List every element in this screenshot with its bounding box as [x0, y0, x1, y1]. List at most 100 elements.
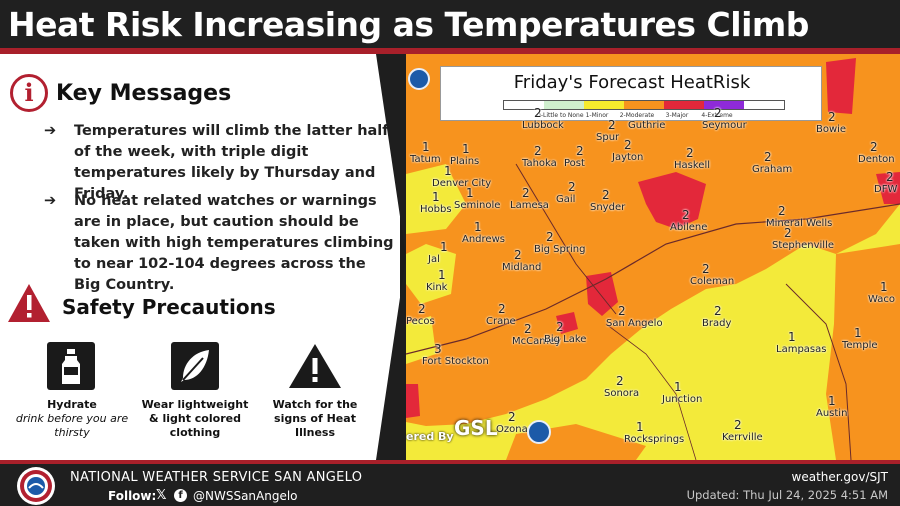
- city-heatrisk-value: 2: [616, 374, 624, 388]
- legend-swatch: [704, 101, 744, 109]
- city-label: Graham: [752, 164, 793, 175]
- city-heatrisk-value: 2: [556, 320, 564, 334]
- city-heatrisk-value: 2: [714, 106, 722, 120]
- clothing-title: Wear lightweight & light colored clothin…: [141, 398, 249, 439]
- city-label: Andrews: [462, 234, 505, 245]
- city-label: Spur: [596, 132, 620, 143]
- arrow-right-icon: ➔: [44, 123, 57, 139]
- city-label: Jayton: [612, 152, 644, 163]
- city-heatrisk-value: 1: [674, 380, 682, 394]
- legend-labels: 0-Little to None 1-Minor 2-Moderate 3-Ma…: [497, 112, 737, 119]
- city-heatrisk-value: 2: [568, 180, 576, 194]
- nws-logo-icon: [17, 467, 55, 505]
- city-heatrisk-value: 2: [714, 304, 722, 318]
- credit-prefix: ered By: [406, 430, 454, 443]
- city-label: Lampasas: [776, 344, 827, 355]
- safety-precautions-title: Safety Precautions: [62, 295, 276, 319]
- city-heatrisk-value: 2: [778, 204, 786, 218]
- clothing-caption: Wear lightweight & light colored clothin…: [135, 398, 255, 440]
- city-heatrisk-value: 1: [466, 186, 474, 200]
- follow-label: Follow:: [108, 489, 157, 503]
- info-icon: i: [10, 74, 48, 112]
- city-heatrisk-value: 1: [636, 420, 644, 434]
- city-label: Coleman: [690, 276, 735, 287]
- city-label: Seymour: [702, 120, 747, 131]
- header-divider: [0, 48, 900, 54]
- city-heatrisk-value: 2: [764, 150, 772, 164]
- social-handle[interactable]: @NWSSanAngelo: [193, 489, 298, 503]
- city-heatrisk-value: 2: [608, 118, 616, 132]
- key-message-1: ➔ Temperatures will climb the latter hal…: [44, 121, 394, 205]
- hydrate-caption: Hydrate drink before you are thirsty: [12, 398, 132, 440]
- city-label: Post: [564, 158, 585, 169]
- city-heatrisk-value: 2: [498, 302, 506, 316]
- city-heatrisk-value: 2: [702, 262, 710, 276]
- city-label: Big Spring: [534, 244, 586, 255]
- city-heatrisk-value: 2: [828, 110, 836, 124]
- gsl-logo: GSL: [454, 416, 498, 440]
- city-heatrisk-value: 1: [788, 330, 796, 344]
- key-messages-panel: [0, 54, 400, 460]
- x-icon[interactable]: 𝕏: [156, 488, 167, 503]
- hydrate-title: Hydrate: [47, 398, 97, 411]
- city-label: Gail: [556, 194, 576, 205]
- key-message-text: No heat related watches or warnings are …: [74, 193, 394, 293]
- city-label: Junction: [662, 394, 703, 405]
- city-label: Denton: [858, 154, 895, 165]
- legend-label: 1-Minor: [585, 112, 609, 119]
- city-heatrisk-value: 2: [886, 170, 894, 184]
- city-heatrisk-value: 2: [534, 144, 542, 158]
- city-label: Rocksprings: [624, 434, 685, 445]
- header-bar: Heat Risk Increasing as Temperatures Cli…: [0, 0, 900, 48]
- city-label: Fort Stockton: [422, 356, 489, 367]
- legend-label: 3-Major: [665, 112, 689, 119]
- city-label: Ozona: [496, 424, 528, 435]
- city-label: Seminole: [454, 200, 501, 211]
- city-heatrisk-value: 3: [434, 342, 442, 356]
- city-heatrisk-value: 2: [618, 304, 626, 318]
- city-heatrisk-value: 2: [624, 138, 632, 152]
- facebook-icon[interactable]: f: [174, 489, 187, 502]
- city-heatrisk-value: 2: [682, 208, 690, 222]
- heat-illness-title: Watch for the signs of Heat Illness: [272, 398, 358, 439]
- legend-swatch: [624, 101, 664, 109]
- key-message-2: ➔ No heat related watches or warnings ar…: [44, 191, 394, 296]
- heat-illness-caption: Watch for the signs of Heat Illness: [255, 398, 375, 440]
- city-label: Haskell: [674, 160, 711, 171]
- city-label: Jal: [428, 254, 440, 265]
- warning-sign-icon: [289, 344, 341, 388]
- key-messages-title: Key Messages: [56, 81, 232, 106]
- city-heatrisk-value: 2: [508, 410, 516, 424]
- city-label: San Angelo: [606, 318, 663, 329]
- noaa-logo-icon: [527, 420, 551, 444]
- city-heatrisk-value: 1: [422, 140, 430, 154]
- legend-swatches: [503, 100, 785, 110]
- city-label: Pecos: [406, 316, 435, 327]
- city-heatrisk-value: 2: [546, 230, 554, 244]
- city-label: Hobbs: [420, 204, 452, 215]
- city-heatrisk-value: 1: [474, 220, 482, 234]
- city-heatrisk-value: 2: [524, 322, 532, 336]
- warning-icon: [8, 284, 50, 322]
- city-label: Abilene: [670, 222, 708, 233]
- map-title: Friday's Forecast HeatRisk: [513, 72, 751, 93]
- city-label: Brady: [702, 318, 732, 329]
- legend-label: 2-Moderate: [619, 112, 655, 119]
- key-message-text: Temperatures will climb the latter half …: [74, 123, 389, 202]
- city-label: Waco: [868, 294, 895, 305]
- city-label: Sonora: [604, 388, 640, 399]
- website-link[interactable]: weather.gov/SJT: [791, 470, 888, 484]
- feather-icon: [171, 342, 219, 390]
- city-label: Tahoka: [522, 158, 557, 169]
- city-heatrisk-value: 1: [440, 240, 448, 254]
- city-label: Lamesa: [510, 200, 549, 211]
- city-label: Kink: [426, 282, 448, 293]
- city-label: Plains: [450, 156, 480, 167]
- city-label: Kerrville: [722, 432, 763, 443]
- city-heatrisk-value: 2: [784, 226, 792, 240]
- legend-swatch: [584, 101, 624, 109]
- city-label: Denver City: [432, 178, 492, 189]
- city-heatrisk-value: 2: [576, 144, 584, 158]
- footer-divider: [0, 460, 900, 464]
- legend-swatch-blank: [504, 101, 544, 109]
